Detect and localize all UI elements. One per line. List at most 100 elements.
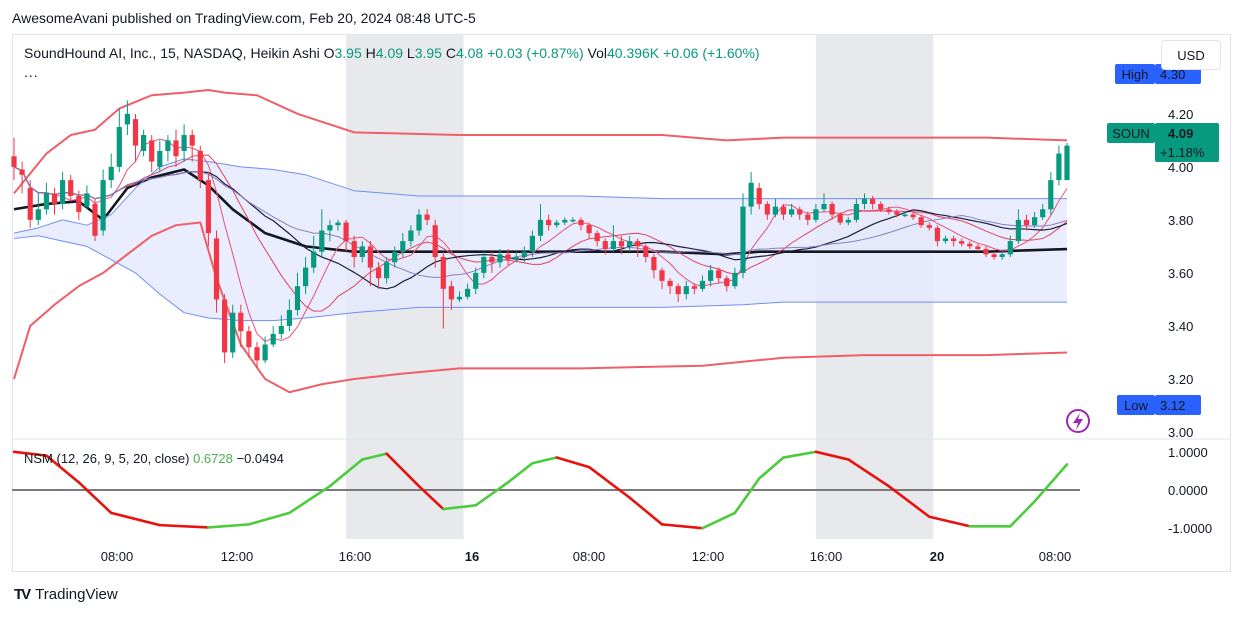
candle-body [35,209,41,220]
candle-body [456,296,463,300]
candle-body [165,140,171,151]
nsm-segment [814,450,850,461]
candle [618,235,625,255]
candle [570,217,576,223]
candle [173,129,179,167]
candle-body [68,180,74,197]
candle [92,198,98,242]
candle [68,174,74,202]
candle-body [367,246,373,268]
candle-body [635,241,641,247]
candle [205,172,211,247]
candle [708,264,714,287]
candle [230,304,236,358]
candle-body [222,299,228,353]
candle [959,238,965,247]
candle [821,193,827,212]
osc-y-tick-1: 0.0000 [1168,483,1208,498]
candle-body [967,243,973,247]
candle [497,249,503,268]
candle [1048,172,1054,215]
candle [659,267,665,289]
nsm-segment [441,503,478,511]
candle [124,100,130,136]
candle-body [667,280,673,287]
y-tick-3: 3.60 [1168,266,1193,281]
candle [951,235,957,247]
candle-body [537,219,544,236]
candle [780,203,787,220]
legend-vol-change: +0.06 (+1.60%) [663,45,760,61]
candle [351,235,357,268]
candle-body [959,241,965,244]
candle-body [594,233,600,242]
tradingview-logo[interactable]: TV TradingView [14,586,118,603]
currency-button[interactable]: USD [1161,40,1221,70]
nsm-segment [846,458,891,488]
candle-body [408,230,414,242]
candle [392,246,398,268]
nsm-segment [207,523,251,529]
candle [772,198,778,218]
candle-body [829,203,835,215]
candle [1056,145,1062,186]
candle [926,222,932,231]
candle [683,280,689,300]
candle-body [327,225,333,231]
nsm-segment [474,481,510,507]
nsm-segment [77,481,113,515]
candle [886,206,892,215]
nsm-segment [587,465,631,499]
candle-body [440,257,446,289]
high-value-text: 4.30 [1160,67,1185,82]
candle-body [797,209,803,215]
candle [586,222,592,239]
candle-body [748,182,754,207]
legend-vol-label: Vol [587,45,607,61]
candle-body [60,180,66,204]
candle-body [286,310,292,326]
candle-body [384,262,390,279]
candle-body [732,272,738,287]
indicator-name: NSM (12, 26, 9, 5, 20, close) [24,451,190,466]
candle [473,267,479,295]
candle-body [861,198,868,204]
candle [35,193,41,226]
candle-body [627,241,633,247]
candle-body [910,214,916,218]
candle [902,211,908,218]
osc-y-tick-0: 1.0000 [1168,445,1208,460]
candle-body [643,246,649,257]
candle [303,257,309,295]
candle [84,185,90,210]
legend-more-icon[interactable]: ... [24,64,39,80]
candle [51,188,58,215]
last-price-change: +1.18% [1160,145,1205,160]
nsm-segment [45,454,81,484]
candle [149,135,155,173]
candle [27,180,33,228]
candle-body [886,209,892,212]
candle-body [1023,219,1030,226]
candle [400,233,406,257]
candle-body [319,230,325,252]
candle-body [1015,219,1021,242]
nsm-segment [628,496,664,526]
candle [699,275,706,292]
candle-body [805,214,811,220]
candle-body [821,203,827,210]
nsm-segment [506,461,534,484]
candle [764,201,770,220]
low-label-text: Low [1124,398,1148,413]
candle [408,225,414,247]
candle-body [513,257,519,260]
high-label-text: High [1122,67,1149,82]
candle-body [724,278,730,287]
candle [311,235,317,273]
candle [562,217,568,226]
candle-body [926,225,932,228]
candle-body [213,238,220,300]
candle-body [999,254,1005,257]
tradingview-logo-icon: TV [14,586,31,603]
